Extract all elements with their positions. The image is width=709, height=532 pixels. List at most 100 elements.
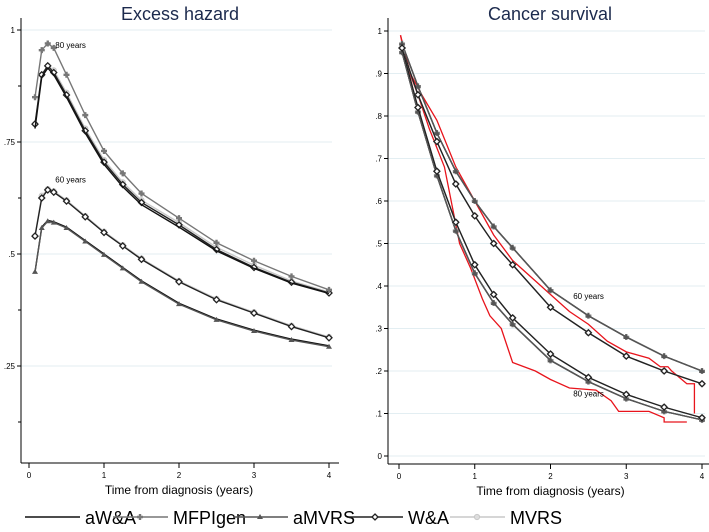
series-wanda-80-years [398, 44, 706, 422]
legend-plus-marker [137, 514, 143, 520]
diamond-marker [81, 212, 90, 221]
triangle-marker [38, 225, 45, 231]
legend-triangle-marker [257, 514, 263, 519]
series-line [401, 43, 703, 372]
triangle-marker [490, 223, 497, 229]
triangle-marker [63, 225, 70, 231]
legend-diamond-marker [371, 513, 379, 521]
y-tick-label: .6 [375, 197, 382, 206]
triangle-marker [661, 353, 668, 359]
diamond-marker [451, 180, 460, 188]
x-tick-label: 1 [473, 472, 478, 481]
series-line [401, 52, 703, 421]
series-wanda-60-years [398, 44, 706, 388]
plus-marker [176, 215, 182, 222]
diamond-marker [698, 413, 706, 422]
diamond-marker [470, 260, 479, 269]
diamond-marker [508, 260, 517, 269]
diamond-marker [660, 403, 669, 412]
y-tick-label: .3 [375, 325, 382, 334]
diamond-marker [37, 194, 46, 202]
y-tick-label: .75 [4, 138, 16, 147]
triangle-marker [471, 270, 478, 276]
legend-label: MFPIgen [173, 508, 246, 528]
legend-item: MFPIgen [113, 508, 246, 528]
diamond-marker [584, 373, 593, 382]
age-annotation: 60 years [55, 175, 86, 184]
legend-item: W&A [348, 508, 449, 528]
series-mfpigen-80-years [32, 40, 332, 293]
diamond-marker [287, 322, 296, 331]
triangle-marker [288, 337, 295, 343]
triangle-marker [101, 251, 107, 257]
series-mfpigen-60-years [399, 40, 705, 374]
series-mfpigen-80-years [399, 49, 705, 423]
plus-marker [50, 44, 57, 51]
triangle-marker [32, 268, 38, 274]
triangle-marker [699, 368, 705, 373]
triangle-marker [251, 328, 257, 334]
diamond-marker [546, 303, 555, 312]
triangle-marker [547, 357, 554, 363]
series-amvrs-60-years [32, 218, 332, 349]
triangle-marker [585, 312, 592, 318]
legend-label: W&A [408, 508, 449, 528]
legend: aW&A MFPIgen aMVRS W&A MVRS [25, 508, 562, 528]
triangle-marker [119, 265, 126, 271]
plus-marker [44, 40, 51, 47]
triangle-marker [471, 198, 478, 203]
y-tick-label: .25 [4, 362, 16, 371]
x-tick-label: 0 [397, 472, 402, 481]
legend-label: aW&A [85, 508, 136, 528]
diamond-marker [622, 390, 631, 399]
series-line [401, 47, 703, 385]
x-tick-label: 2 [548, 472, 553, 481]
x-tick-label: 0 [27, 471, 32, 480]
triangle-marker [399, 40, 406, 46]
diamond-marker [137, 255, 146, 264]
y-tick-label: 1 [378, 27, 383, 36]
triangle-marker [414, 83, 421, 89]
diamond-marker [250, 309, 258, 318]
diamond-marker [118, 242, 127, 250]
y-tick-label: .2 [375, 367, 382, 376]
age-annotation: 60 years [573, 292, 604, 301]
plus-marker [32, 94, 38, 101]
diamond-marker [325, 333, 333, 342]
diamond-marker [398, 44, 406, 52]
diamond-marker [451, 218, 460, 227]
diamond-marker [175, 277, 183, 286]
series-mvrs-80-years [398, 44, 706, 421]
diamond-marker [546, 350, 555, 358]
x-tick-label: 4 [327, 471, 332, 480]
plus-marker [138, 190, 145, 197]
diamond-marker [470, 211, 479, 220]
legend-circle-marker [473, 513, 481, 521]
diamond-marker [432, 167, 441, 176]
observed-survival-line [399, 35, 687, 423]
plus-marker [119, 170, 126, 177]
x-axis-label: Time from diagnosis (years) [476, 484, 624, 498]
plus-marker [101, 147, 107, 154]
diamond-marker [489, 239, 498, 248]
triangle-marker [452, 168, 459, 174]
diamond-marker [212, 295, 221, 304]
triangle-marker [433, 130, 440, 135]
series-line [401, 47, 703, 419]
diamond-marker [508, 313, 517, 322]
triangle-marker [509, 321, 516, 327]
series-wanda-60-years [31, 186, 333, 342]
triangle-marker [50, 219, 57, 225]
diamond-marker [660, 367, 669, 375]
diamond-marker [43, 186, 52, 194]
chart-title: Excess hazard [121, 4, 239, 24]
y-tick-label: 1 [11, 26, 16, 35]
triangle-marker [176, 301, 182, 307]
series-line [401, 43, 703, 372]
triangle-marker [138, 278, 145, 284]
x-tick-label: 1 [102, 471, 107, 480]
triangle-marker [44, 218, 51, 224]
diamond-marker [62, 197, 71, 206]
